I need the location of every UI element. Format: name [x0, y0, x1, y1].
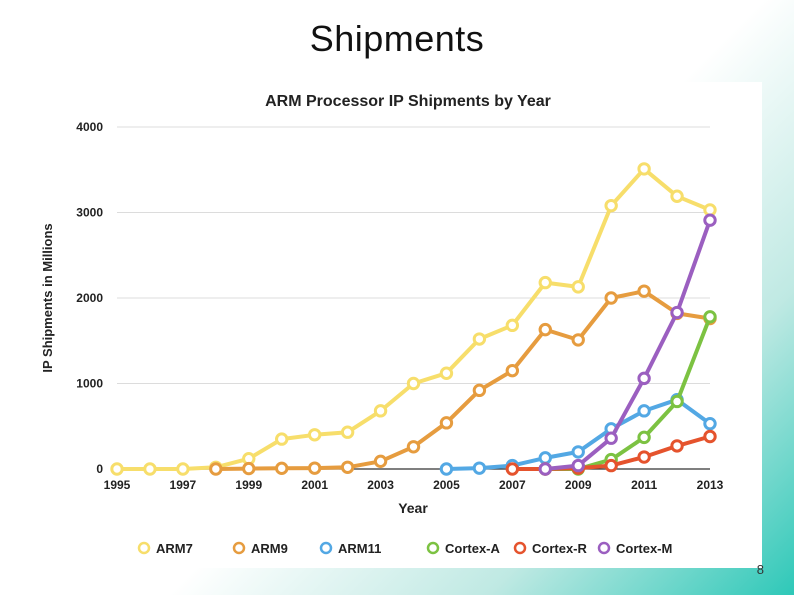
data-point-cortex-r: [505, 462, 520, 476]
y-tick-label: 4000: [76, 120, 103, 134]
legend: ARM7 ARM9 ARM11 Cortex-A Cortex-R Cortex-M: [137, 541, 672, 556]
data-point-arm7: [538, 275, 552, 290]
data-point-arm9: [505, 363, 520, 378]
data-point-arm7: [373, 404, 388, 418]
data-point-cortex-r: [637, 450, 651, 464]
data-point-arm7: [110, 462, 124, 476]
x-tick-label: 2005: [433, 478, 460, 492]
data-point-cortex-m: [571, 458, 585, 473]
data-point-arm7: [275, 432, 289, 446]
page-number: 8: [756, 562, 764, 577]
legend-marker-arm7: [137, 541, 151, 555]
data-point-arm11: [439, 462, 454, 476]
shipments-line-chart: ARM Processor IP Shipments by Year IP Sh…: [40, 93, 724, 556]
data-point-arm9: [242, 461, 256, 476]
data-point-arm11: [703, 416, 717, 431]
legend-marker-cortex-a: [426, 541, 440, 555]
data-point-cortex-a: [703, 310, 717, 324]
legend-item-cortex-a: Cortex-A: [426, 541, 501, 556]
data-point-cortex-m: [637, 371, 651, 386]
y-tick-label: 0: [96, 462, 103, 476]
data-point-arm11: [571, 445, 585, 459]
legend-item-arm7: ARM7: [137, 541, 193, 556]
data-point-arm7: [505, 318, 520, 333]
data-point-arm9: [472, 383, 487, 398]
data-point-arm7: [604, 198, 618, 213]
data-point-arm9: [439, 416, 454, 430]
data-point-cortex-a: [637, 430, 651, 445]
slide-title: Shipments: [309, 18, 485, 59]
data-point-arm9: [340, 460, 355, 474]
x-tick-label: 2003: [367, 478, 394, 492]
y-tick-label: 2000: [76, 291, 103, 305]
x-tick-label: 1997: [170, 478, 197, 492]
series-cortex-m: [538, 213, 717, 476]
legend-marker-arm11: [319, 541, 333, 555]
data-point-arm7: [571, 280, 585, 294]
data-point-arm11: [472, 461, 487, 475]
legend-marker-cortex-r: [513, 541, 527, 555]
data-point-arm9: [209, 462, 223, 476]
y-axis-label: IP Shipments in Millions: [40, 223, 55, 372]
data-point-arm11: [538, 451, 552, 465]
chart-panel: ARM Processor IP Shipments by Year IP Sh…: [36, 82, 762, 568]
legend-item-cortex-m: Cortex-M: [597, 541, 672, 556]
data-point-cortex-m: [703, 213, 717, 227]
legend-item-arm11: ARM11: [319, 541, 381, 556]
series-lines: [110, 162, 717, 476]
data-point-cortex-r: [604, 458, 618, 473]
x-tick-label: 2001: [301, 478, 328, 492]
series-arm7: [110, 162, 717, 476]
data-point-arm9: [307, 461, 322, 475]
legend-label-arm9: ARM9: [251, 541, 288, 556]
data-point-cortex-r: [670, 439, 684, 453]
x-axis-label: Year: [398, 500, 428, 516]
data-point-arm9: [275, 461, 289, 476]
y-tick-label: 1000: [76, 377, 103, 391]
data-point-arm7: [406, 376, 421, 391]
legend-item-arm9: ARM9: [232, 541, 288, 556]
x-tick-label: 1999: [235, 478, 262, 492]
legend-marker-arm9: [232, 541, 246, 555]
data-point-arm9: [571, 333, 585, 347]
chart-title: ARM Processor IP Shipments by Year: [265, 93, 551, 110]
data-point-cortex-m: [670, 305, 684, 320]
data-point-arm9: [538, 322, 552, 337]
legend-label-arm7: ARM7: [156, 541, 193, 556]
series-line-cortex-m: [543, 218, 712, 471]
series-line-arm9: [213, 289, 712, 471]
data-point-arm11: [637, 404, 651, 418]
axis-ticks: 0 1000 2000 3000 4000 1995 1997 1999 2001 2003 200…: [76, 120, 723, 492]
data-point-cortex-a: [670, 394, 684, 409]
legend-marker-cortex-m: [597, 541, 611, 555]
legend-item-cortex-r: Cortex-R: [513, 541, 588, 556]
legend-label-cortex-r: Cortex-R: [532, 541, 588, 556]
data-point-cortex-r: [703, 429, 717, 444]
series-arm9: [209, 284, 717, 476]
data-point-arm7: [472, 332, 487, 346]
series-line-cortex-a: [543, 314, 712, 471]
x-tick-label: 2011: [631, 478, 657, 492]
data-point-arm7: [670, 189, 684, 203]
data-point-arm9: [373, 454, 388, 469]
data-point-arm7: [340, 425, 355, 439]
data-point-arm7: [143, 462, 157, 476]
data-point-cortex-m: [538, 462, 552, 476]
x-tick-label: 2013: [697, 478, 724, 492]
data-point-arm9: [604, 291, 618, 305]
x-tick-label: 2009: [565, 478, 592, 492]
data-point-arm7: [307, 428, 322, 442]
legend-label-cortex-a: Cortex-A: [445, 541, 501, 556]
data-point-arm7: [637, 162, 651, 176]
x-tick-label: 1995: [104, 478, 131, 492]
y-tick-label: 3000: [76, 206, 103, 220]
data-point-arm7: [176, 462, 190, 476]
data-point-cortex-m: [604, 431, 618, 445]
x-tick-label: 2007: [499, 478, 526, 492]
data-point-arm9: [406, 440, 421, 454]
data-point-arm9: [637, 284, 651, 298]
legend-label-cortex-m: Cortex-M: [616, 541, 672, 556]
legend-label-arm11: ARM11: [338, 541, 381, 556]
data-point-arm7: [439, 366, 454, 380]
